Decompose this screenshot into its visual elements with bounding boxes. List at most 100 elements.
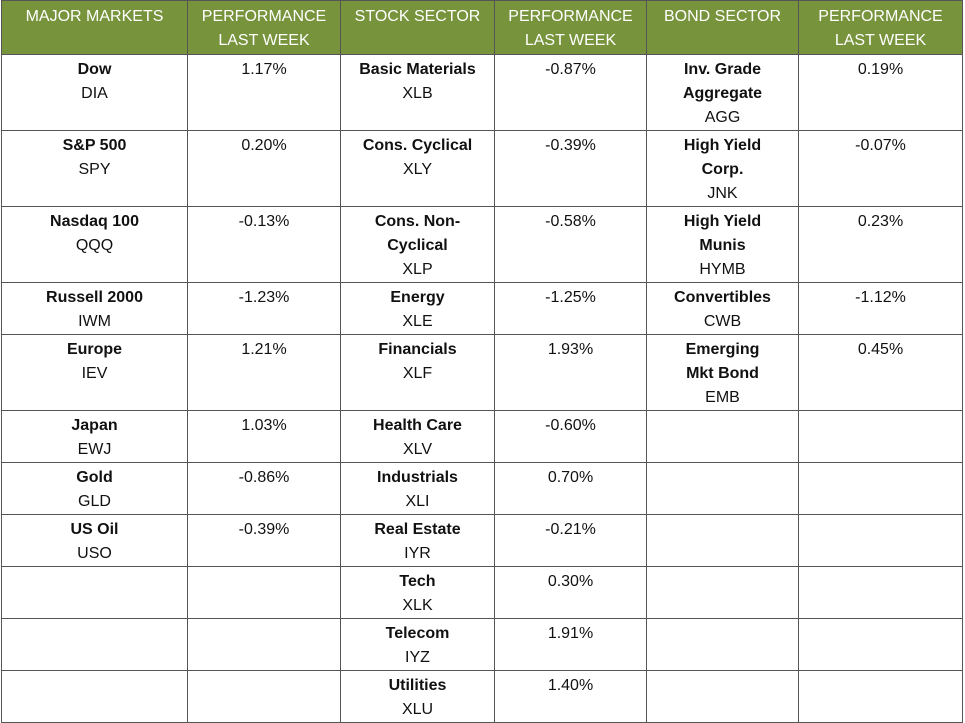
asset-name: Telecom	[385, 625, 450, 642]
asset-name: Financials	[378, 341, 457, 358]
row: Dow DIA 1.17% Basic Materials XLB -0.87% Inv. …	[1, 54, 963, 131]
performance-cell: 1.93%	[494, 334, 647, 411]
ticker: GLD	[78, 493, 111, 510]
asset-name: Dow	[77, 61, 112, 78]
performance-cell: 0.20%	[187, 130, 341, 207]
asset-name: Cons. Cyclical	[362, 137, 473, 154]
performance-cell: 0.70%	[494, 462, 647, 515]
performance-cell: -0.39%	[494, 130, 647, 207]
performance-cell	[798, 514, 963, 567]
performance-cell	[798, 410, 963, 463]
name-cell: Utilities XLU	[340, 670, 495, 723]
performance-cell	[187, 566, 341, 619]
name-cell: Tech XLK	[340, 566, 495, 619]
ticker: IYR	[404, 545, 431, 562]
asset-name: Cons. Non-Cyclical	[374, 213, 461, 254]
ticker: IEV	[81, 365, 108, 382]
asset-name: Emerging Mkt Bond	[685, 341, 760, 382]
ticker: JNK	[707, 185, 738, 202]
performance-cell: -0.39%	[187, 514, 341, 567]
performance-cell: -0.58%	[494, 206, 647, 283]
name-cell	[646, 566, 799, 619]
header-cell: MAJOR MARKETS	[1, 0, 188, 55]
performance-cell: -0.07%	[798, 130, 963, 207]
name-cell: Real Estate IYR	[340, 514, 495, 567]
performance-cell: 0.30%	[494, 566, 647, 619]
name-cell: Inv. Grade Aggregate AGG	[646, 54, 799, 131]
asset-name: S&P 500	[62, 137, 127, 154]
name-cell: Telecom IYZ	[340, 618, 495, 671]
name-cell	[1, 566, 188, 619]
asset-name: Convertibles	[674, 289, 771, 306]
ticker: XLV	[402, 441, 433, 458]
ticker: XLB	[402, 85, 433, 102]
asset-name: Energy	[390, 289, 445, 306]
performance-cell	[187, 618, 341, 671]
ticker: XLK	[402, 597, 433, 614]
asset-name: Tech	[399, 573, 436, 590]
performance-cell: 1.21%	[187, 334, 341, 411]
asset-name: Industrials	[377, 469, 458, 486]
performance-cell: 1.17%	[187, 54, 341, 131]
ticker: HYMB	[699, 261, 746, 278]
name-cell	[646, 410, 799, 463]
name-cell: Health Care XLV	[340, 410, 495, 463]
performance-cell	[798, 618, 963, 671]
name-cell	[646, 670, 799, 723]
asset-name: Russell 2000	[46, 289, 143, 306]
name-cell: High Yield Munis HYMB	[646, 206, 799, 283]
performance-cell: -1.23%	[187, 282, 341, 335]
name-cell: Basic Materials XLB	[340, 54, 495, 131]
ticker: QQQ	[75, 237, 114, 254]
ticker: XLU	[401, 701, 434, 718]
name-cell	[646, 514, 799, 567]
asset-name: Utilities	[388, 677, 447, 694]
header-cell: PERFORMANCE LAST WEEK	[798, 0, 963, 55]
asset-name: Health Care	[373, 417, 462, 434]
header-cell: BOND SECTOR	[646, 0, 799, 55]
performance-cell	[798, 566, 963, 619]
row: US Oil USO -0.39% Real Estate IYR -0.21%	[1, 514, 963, 567]
performance-cell: -0.86%	[187, 462, 341, 515]
ticker: XLI	[405, 493, 430, 510]
performance-cell: -1.12%	[798, 282, 963, 335]
header-cell: STOCK SECTOR	[340, 0, 495, 55]
name-cell: Europe IEV	[1, 334, 188, 411]
performance-cell: -1.25%	[494, 282, 647, 335]
performance-cell: 0.23%	[798, 206, 963, 283]
ticker: XLY	[402, 161, 433, 178]
row: Utilities XLU 1.40%	[1, 670, 963, 723]
header-row: MAJOR MARKETS PERFORMANCE LAST WEEK STOCK …	[1, 0, 963, 55]
name-cell: Cons. Non-Cyclical XLP	[340, 206, 495, 283]
asset-name: Japan	[71, 417, 118, 434]
asset-name: High Yield Corp.	[683, 137, 762, 178]
ticker: IYZ	[405, 649, 430, 666]
row: Tech XLK 0.30%	[1, 566, 963, 619]
asset-name: Inv. Grade Aggregate	[682, 61, 763, 102]
asset-name: Nasdaq 100	[50, 213, 139, 230]
name-cell: High Yield Corp. JNK	[646, 130, 799, 207]
ticker: USO	[77, 545, 112, 562]
performance-cell: -0.60%	[494, 410, 647, 463]
ticker: XLE	[402, 313, 433, 330]
name-cell	[1, 618, 188, 671]
asset-name: Basic Materials	[359, 61, 476, 78]
name-cell: S&P 500 SPY	[1, 130, 188, 207]
name-cell: Gold GLD	[1, 462, 188, 515]
ticker: DIA	[81, 85, 108, 102]
name-cell: Industrials XLI	[340, 462, 495, 515]
row: Gold GLD -0.86% Industrials XLI 0.70%	[1, 462, 963, 515]
name-cell: Russell 2000 IWM	[1, 282, 188, 335]
asset-name: High Yield Munis	[683, 213, 762, 254]
row: Japan EWJ 1.03% Health Care XLV -0.60%	[1, 410, 963, 463]
performance-cell: 1.40%	[494, 670, 647, 723]
ticker: IWM	[78, 313, 111, 330]
performance-cell: -0.21%	[494, 514, 647, 567]
name-cell	[1, 670, 188, 723]
performance-cell: 0.19%	[798, 54, 963, 131]
row: Nasdaq 100 QQQ -0.13% Cons. Non-Cyclical XLP…	[1, 206, 963, 283]
ticker: AGG	[704, 109, 741, 126]
performance-cell	[187, 670, 341, 723]
